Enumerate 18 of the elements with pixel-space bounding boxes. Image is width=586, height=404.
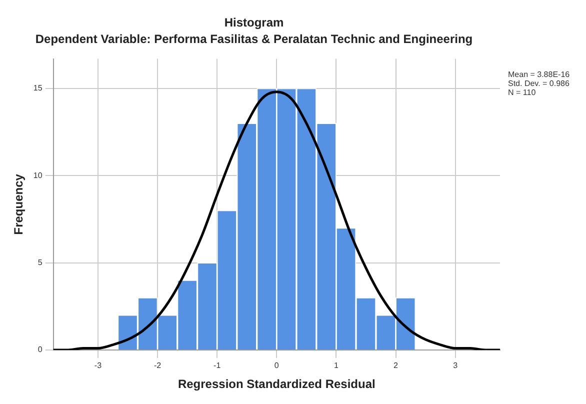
y-tick-label: 5 <box>38 258 43 268</box>
x-tick-label: -2 <box>154 361 162 370</box>
text: Std. Dev. = 0.986 <box>508 79 570 88</box>
y-tick-label: 15 <box>33 84 43 93</box>
chart-title: Histogram <box>224 16 284 30</box>
text: N = 110 <box>508 88 536 98</box>
text: Mean = 3.88E-16 <box>508 70 570 80</box>
y-tick-label: 10 <box>33 170 43 180</box>
x-tick-label: 3 <box>453 361 458 370</box>
y-axis-title: Frequency <box>12 174 26 235</box>
x-axis-title: Regression Standardized Residual <box>178 377 376 392</box>
x-tick-label: 0 <box>274 361 280 370</box>
y-tick-label: 0 <box>38 345 43 354</box>
x-tick-label: -1 <box>214 361 222 370</box>
x-tick-label: -3 <box>94 361 102 370</box>
x-tick-label: 1 <box>334 361 339 370</box>
x-tick-label: 2 <box>394 361 399 370</box>
chart-subtitle: Dependent Variable: Performa Fasilitas & Peralatan Technic and Engineering <box>35 32 473 46</box>
